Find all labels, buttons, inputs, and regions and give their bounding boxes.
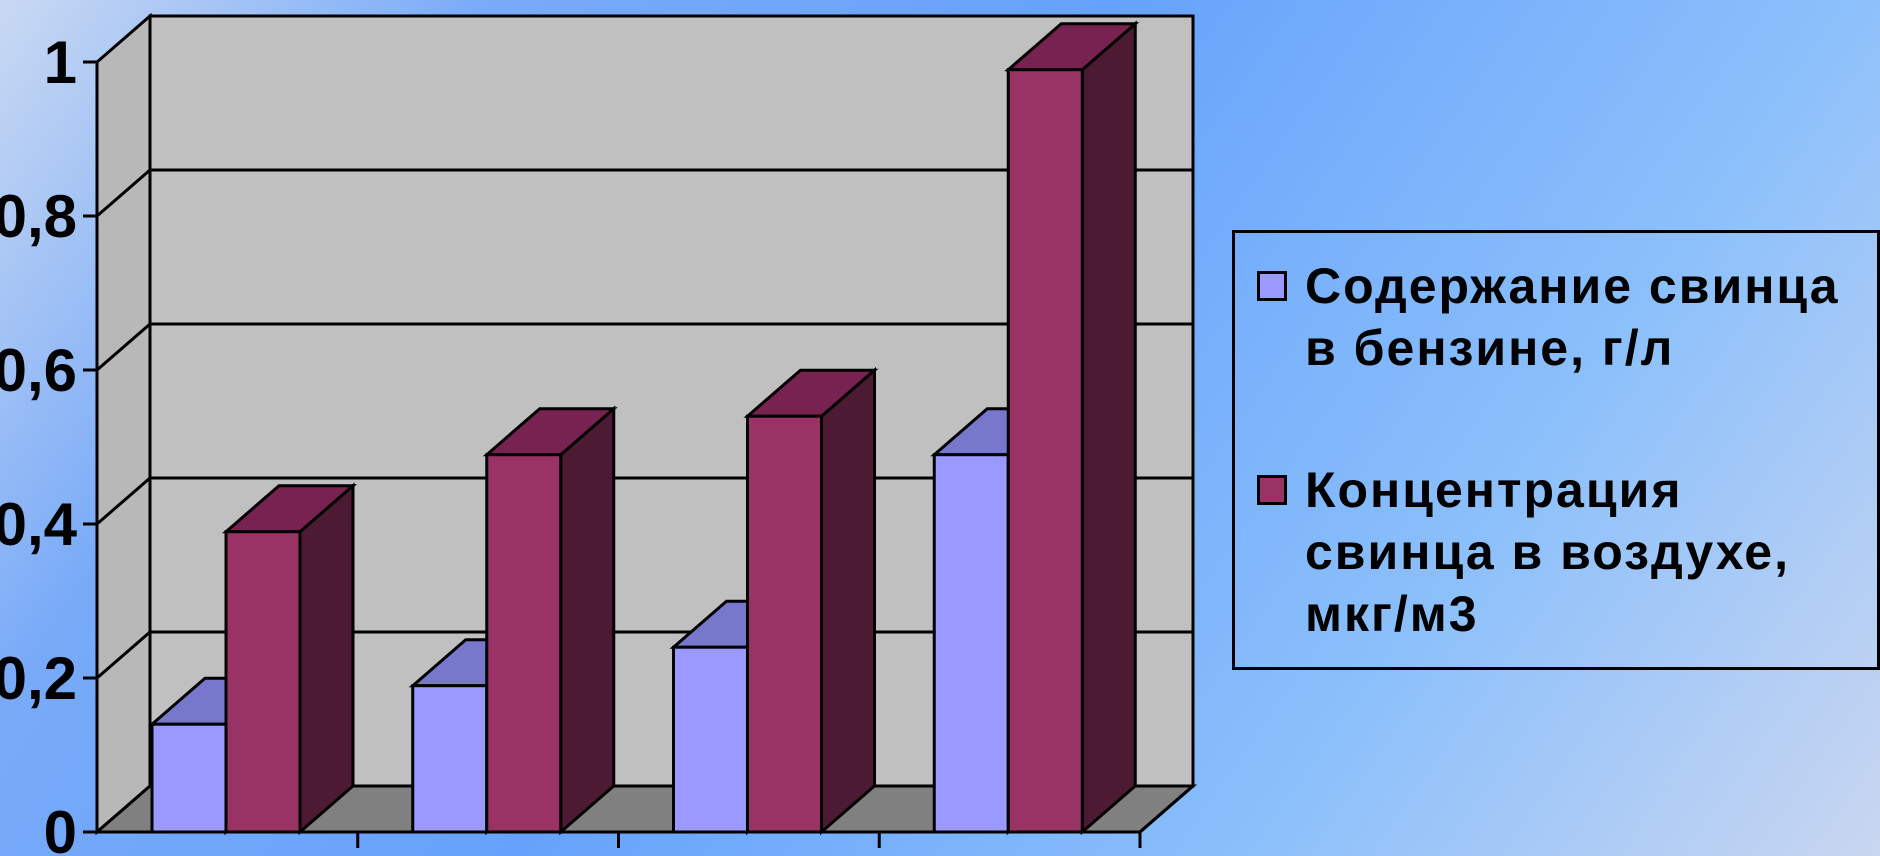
legend-item-lead-in-petrol: Содержание свинца в бензине, г/л xyxy=(1257,255,1840,379)
bar xyxy=(672,645,749,834)
bar-series-2 xyxy=(482,405,618,836)
legend-line: в бензине, г/л xyxy=(1305,320,1675,376)
bar xyxy=(485,453,563,834)
y-tick-label: 0,4 xyxy=(0,491,78,558)
bar xyxy=(224,530,302,834)
bar-side xyxy=(820,366,876,836)
bar-series-2 xyxy=(221,482,358,836)
y-tick-label: 0,8 xyxy=(0,183,77,250)
legend-line: свинца в воздухе, xyxy=(1305,524,1791,580)
bar-series-2 xyxy=(1004,20,1140,836)
gridline xyxy=(96,322,1193,372)
y-tick-label: 0,6 xyxy=(0,337,77,404)
legend-swatch-series-1 xyxy=(1257,271,1287,301)
y-tick-label: 0,2 xyxy=(0,645,77,712)
legend-label-series-1: Содержание свинца в бензине, г/л xyxy=(1305,255,1840,379)
bar-series-2 xyxy=(743,366,879,836)
legend: Содержание свинца в бензине, г/л Концент… xyxy=(1232,230,1880,670)
side-wall xyxy=(95,12,152,836)
bar-side xyxy=(559,405,616,836)
bar-side xyxy=(298,482,355,836)
bar xyxy=(746,414,823,834)
bar xyxy=(1006,68,1084,834)
legend-swatch-series-2 xyxy=(1257,475,1287,505)
y-tick-labels: 0 0,2 0,4 0,6 0,8 1 xyxy=(0,29,78,856)
legend-line: мкг/м3 xyxy=(1305,586,1479,642)
bar xyxy=(150,722,228,834)
legend-line: Содержание свинца xyxy=(1305,258,1840,314)
y-tick-label: 1 xyxy=(44,29,77,96)
bar xyxy=(932,453,1010,834)
axes xyxy=(83,60,1194,848)
bar-side xyxy=(1080,20,1137,836)
bar xyxy=(411,684,489,834)
gridline xyxy=(96,168,1193,218)
bars xyxy=(147,20,1140,836)
legend-line: Концентрация xyxy=(1305,462,1683,518)
legend-label-series-2: Концентрация свинца в воздухе, мкг/м3 xyxy=(1305,459,1790,645)
gridlines xyxy=(96,168,1193,680)
floor-edge xyxy=(1139,784,1194,834)
y-tick-label: 0 xyxy=(44,799,77,856)
legend-item-lead-in-air: Концентрация свинца в воздухе, мкг/м3 xyxy=(1257,459,1790,645)
